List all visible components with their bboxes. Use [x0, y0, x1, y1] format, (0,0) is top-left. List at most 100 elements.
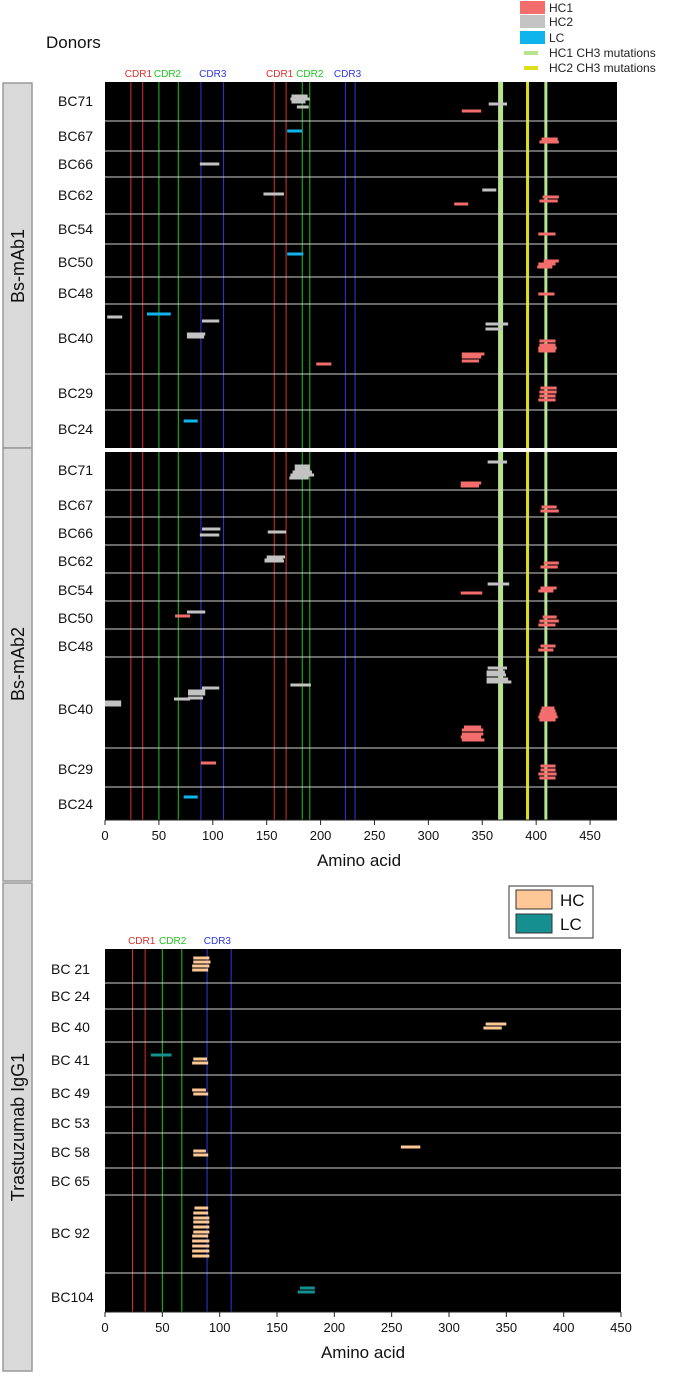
- mutation-bar: [199, 533, 220, 537]
- mutation-bar: [538, 623, 556, 627]
- donor-label: BC 41: [51, 1052, 90, 1068]
- mutation-bar: [194, 1206, 209, 1210]
- x-tick-label: 400: [525, 828, 547, 843]
- donor-label: BC71: [58, 93, 93, 109]
- bottom-plot: CDR1 CDR2 CDR3 BC 21 BC 24 BC 40 BC 41 BC 49 BC …: [51, 936, 632, 1362]
- mutation-bar: [291, 100, 306, 104]
- donor-label: BC29: [58, 385, 93, 401]
- donor-label: BC24: [58, 796, 93, 812]
- x-axis-title: Amino acid: [321, 1343, 405, 1362]
- mutation-bar: [192, 1254, 210, 1258]
- mutation-bar: [200, 761, 217, 765]
- x-tick-label: 450: [610, 1320, 632, 1335]
- bottom-legend: HC LC: [508, 885, 594, 939]
- donors-label: Donors: [46, 33, 101, 52]
- mutation-bar: [290, 97, 310, 101]
- mutation-bar: [186, 335, 205, 339]
- plot-area-0-0: [105, 82, 617, 448]
- mutation-bar: [537, 265, 553, 269]
- donor-label: BC 53: [51, 1115, 90, 1131]
- mutation-bar: [542, 615, 557, 619]
- region-header-0: CDR1: [125, 69, 153, 80]
- donor-label: BC 58: [51, 1144, 90, 1160]
- mutation-bar: [107, 315, 123, 319]
- donor-label: BC 49: [51, 1085, 90, 1101]
- legend-swatch-lc: [520, 31, 545, 44]
- mutation-bar: [290, 683, 311, 687]
- mutation-bar: [294, 464, 310, 468]
- mutation-bar: [539, 140, 559, 144]
- x-tick-label: 350: [471, 828, 493, 843]
- x-tick-label: 450: [579, 828, 601, 843]
- mutation-bar: [192, 964, 210, 968]
- mutation-bar: [186, 610, 206, 614]
- mutation-bar: [193, 1230, 210, 1234]
- mutation-bar: [539, 199, 558, 203]
- mutation-bar: [487, 582, 510, 586]
- mutation-bar: [461, 359, 480, 363]
- section-tab-trastuzumab: [2, 882, 33, 1372]
- mutation-bar: [486, 673, 506, 677]
- mutation-bar: [538, 292, 555, 296]
- mutation-bar: [541, 137, 558, 141]
- block-divider: [105, 448, 617, 452]
- mutation-bar: [540, 509, 559, 513]
- mutation-bar: [287, 252, 304, 256]
- donor-label: BC48: [58, 285, 93, 301]
- mutation-bar: [294, 467, 310, 471]
- mutation-bar: [147, 312, 171, 316]
- mutation-bar: [193, 1220, 210, 1224]
- donor-label: BC62: [58, 187, 93, 203]
- x-tick-label: 200: [323, 1320, 345, 1335]
- mutation-bar: [538, 715, 558, 719]
- mutation-bar: [486, 677, 509, 681]
- mutation-bar: [192, 1061, 209, 1065]
- mutation-bar: [187, 692, 206, 696]
- mutation-bar: [538, 349, 556, 353]
- x-tick-label: 50: [155, 1320, 169, 1335]
- x-tick-label: 0: [101, 828, 108, 843]
- donor-label: BC104: [51, 1289, 94, 1305]
- mutation-bar: [539, 390, 557, 394]
- mutation-bar: [150, 1053, 172, 1057]
- mutation-bar: [183, 795, 198, 799]
- mutation-bar: [192, 1244, 210, 1248]
- mutation-bar: [192, 1239, 210, 1243]
- mutation-bar: [291, 94, 308, 98]
- mutation-bar: [202, 686, 220, 690]
- mutation-bar: [193, 1153, 209, 1157]
- mutation-bar: [541, 706, 555, 710]
- legend-label-3: HC1 CH3 mutations: [549, 46, 656, 60]
- mutation-bar: [264, 558, 283, 562]
- mutation-bar: [542, 195, 559, 199]
- donor-label: BC40: [58, 330, 93, 346]
- mutation-bar: [540, 586, 557, 590]
- mutation-bar: [460, 591, 483, 595]
- mutation-bar: [485, 322, 509, 326]
- mutation-bar: [461, 109, 482, 113]
- mutation-bar: [199, 162, 220, 166]
- x-tick-label: 50: [152, 828, 166, 843]
- mutation-bar: [460, 484, 480, 488]
- legend-swatch-ch3-3: [524, 51, 538, 55]
- mutation-bar: [540, 709, 556, 713]
- mutation-bar: [539, 619, 559, 623]
- donor-label: BC66: [58, 525, 93, 541]
- mutation-bar: [460, 481, 482, 485]
- x-tick-label: 100: [209, 1320, 231, 1335]
- donor-label: BC48: [58, 638, 93, 654]
- mutation-bar: [187, 689, 206, 693]
- x-tick-label: 100: [202, 828, 224, 843]
- section-label-bsmab1: Bs-mAb1: [8, 229, 28, 303]
- mutation-bar: [183, 419, 198, 423]
- mutation-bar: [543, 259, 559, 263]
- donor-label: BC54: [58, 221, 93, 237]
- mutation-bar: [538, 398, 556, 402]
- donor-label: BC29: [58, 761, 93, 777]
- mutation-bar: [539, 343, 556, 347]
- mutation-bar: [488, 102, 508, 106]
- mutation-bar: [538, 772, 557, 776]
- region-header-1: CDR2: [154, 69, 182, 80]
